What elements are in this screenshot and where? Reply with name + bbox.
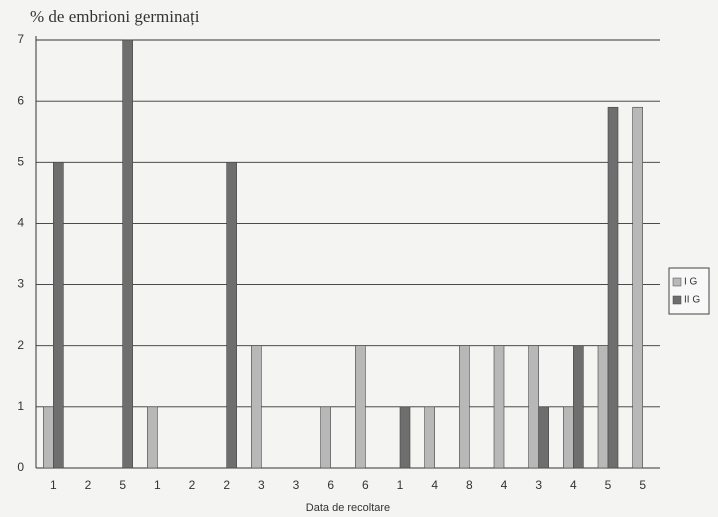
x-tick-label: 3 [535, 478, 542, 492]
bar [573, 345, 584, 469]
bar [538, 406, 549, 469]
x-tick-label: 4 [431, 478, 438, 492]
x-axis-label: Data de recoltare [306, 502, 390, 514]
bar [528, 345, 539, 469]
chart-title: % de embrioni germinați [30, 7, 200, 26]
y-tick-label: 7 [17, 32, 24, 46]
bar [459, 345, 470, 469]
x-tick-label: 1 [50, 478, 57, 492]
bar [147, 406, 158, 469]
x-tick-label: 4 [570, 478, 577, 492]
x-tick-label: 1 [154, 478, 161, 492]
bar [251, 345, 262, 469]
y-tick-label: 5 [17, 154, 24, 168]
bar [563, 406, 574, 469]
y-tick-label: 0 [17, 460, 24, 474]
x-tick-label: 6 [362, 478, 369, 492]
bar [43, 406, 54, 469]
x-tick-label: 2 [189, 478, 196, 492]
bar [122, 39, 133, 469]
x-tick-label: 8 [466, 478, 473, 492]
bar [597, 345, 609, 469]
bar [320, 406, 331, 469]
bar [424, 406, 435, 469]
bar [632, 106, 643, 469]
legend-label: II G [684, 295, 700, 306]
bar [226, 161, 237, 469]
legend-label: I G [684, 277, 698, 288]
bar [607, 106, 619, 469]
x-tick-label: 5 [605, 478, 612, 492]
y-tick-label: 6 [17, 93, 24, 107]
y-tick-label: 1 [17, 399, 24, 413]
bar [399, 406, 411, 469]
y-tick-label: 2 [17, 338, 24, 352]
bar [493, 345, 505, 469]
bar [355, 345, 366, 469]
x-tick-label: 1 [397, 478, 404, 492]
x-tick-label: 3 [258, 478, 265, 492]
x-tick-label: 5 [119, 478, 126, 492]
legend-box [668, 267, 710, 315]
y-tick-label: 3 [17, 277, 24, 291]
legend-swatch [672, 295, 682, 305]
legend-swatch [672, 277, 682, 287]
x-tick-label: 5 [639, 478, 646, 492]
x-tick-label: 6 [327, 478, 334, 492]
y-tick-label: 4 [17, 216, 24, 230]
x-tick-label: 2 [85, 478, 92, 492]
x-tick-label: 4 [501, 478, 508, 492]
x-tick-label: 3 [293, 478, 300, 492]
x-tick-label: 2 [223, 478, 230, 492]
bar [53, 161, 64, 469]
